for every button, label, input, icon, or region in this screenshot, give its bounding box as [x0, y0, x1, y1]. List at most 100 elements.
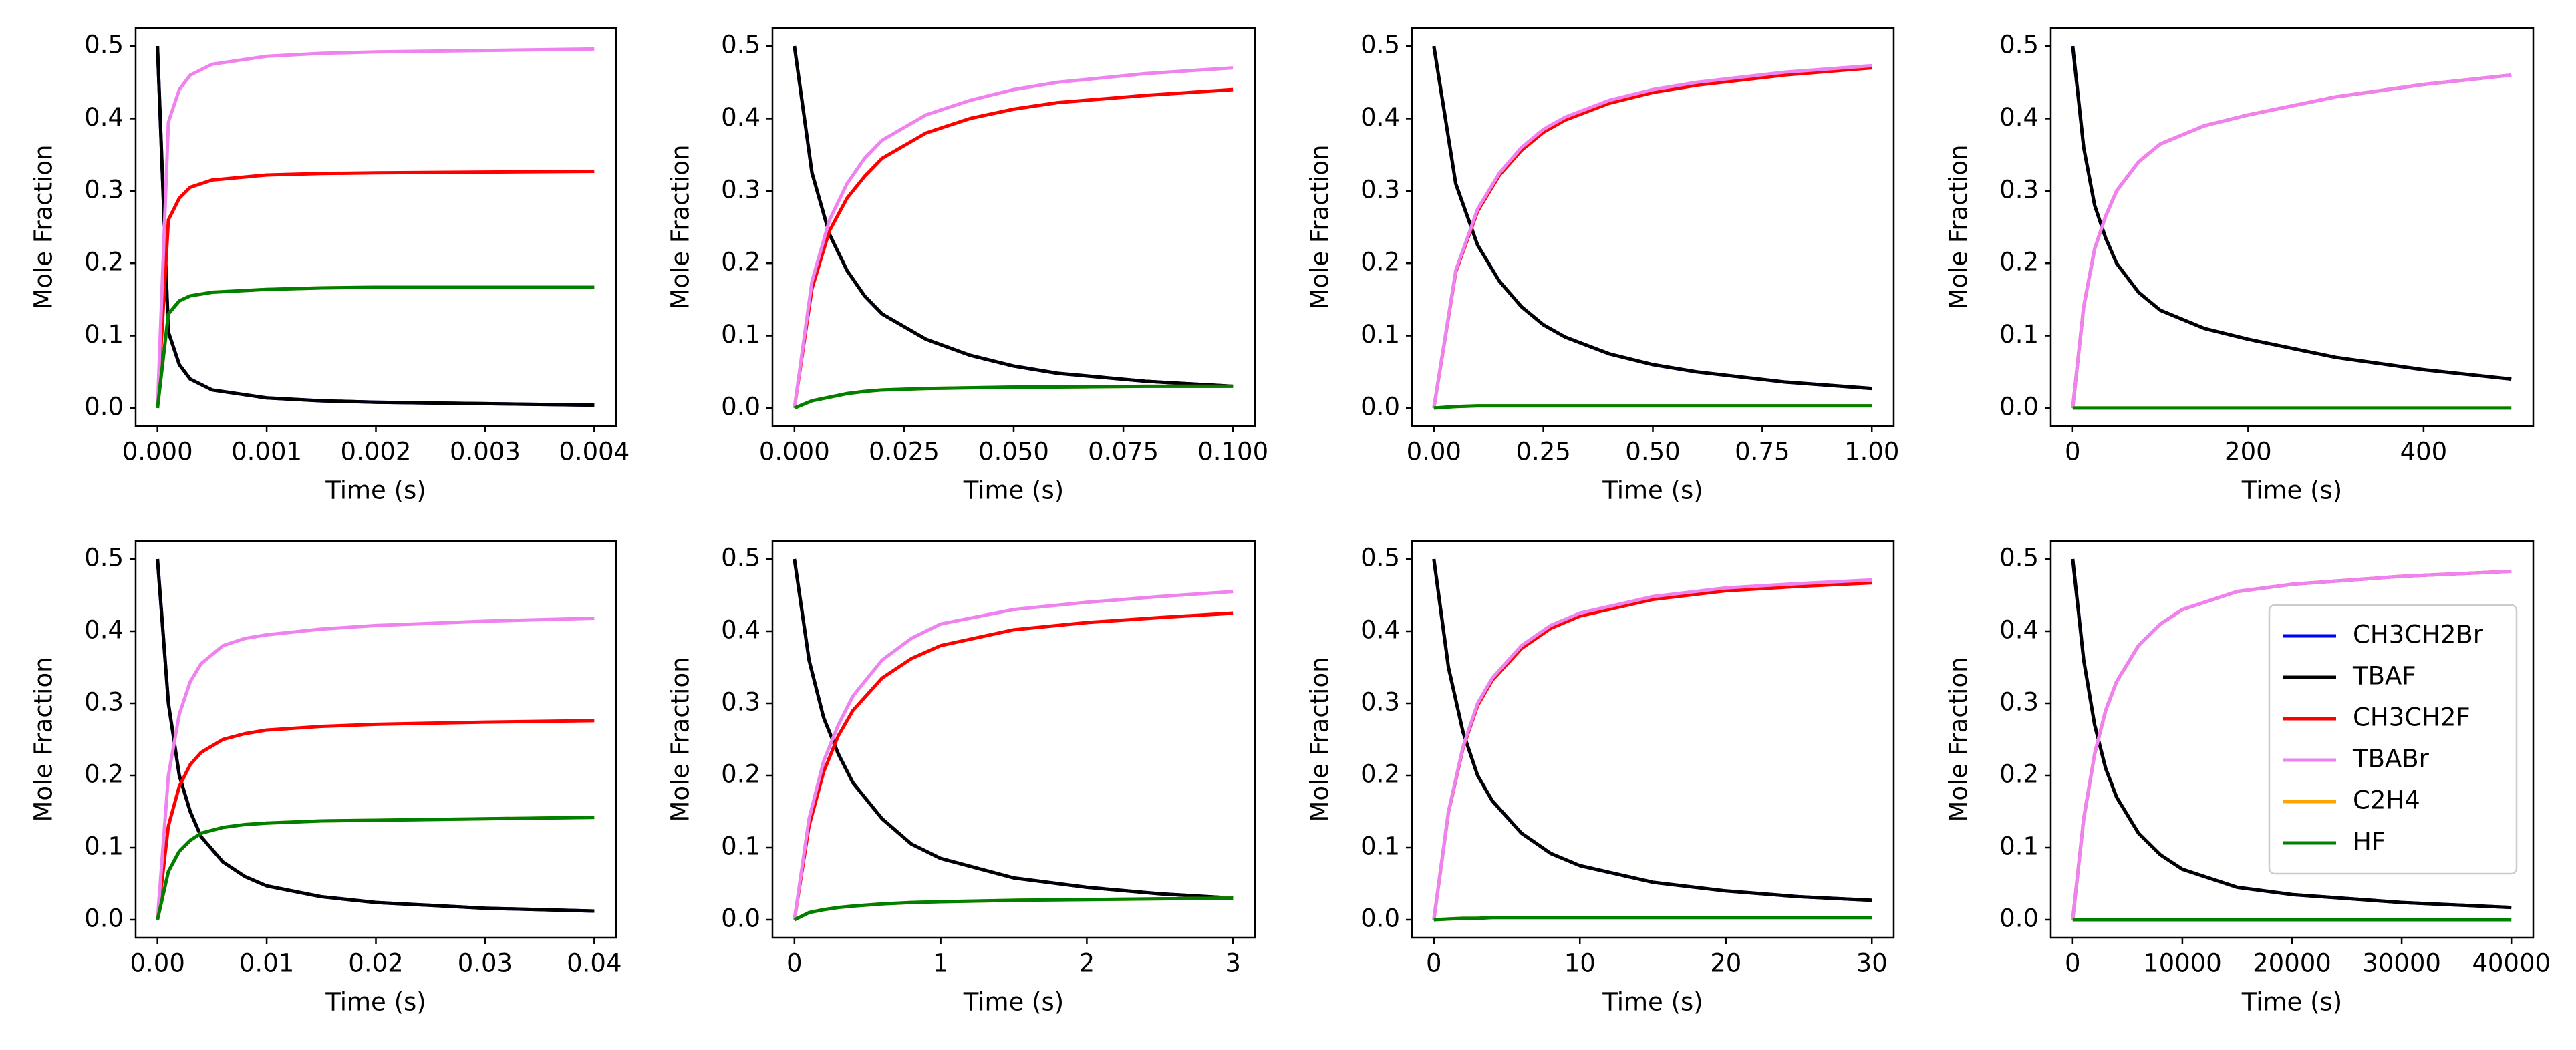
series-line: [1432, 558, 1872, 902]
y-tick-label: 0.1: [1999, 832, 2039, 861]
y-tick-label: 0.5: [1361, 31, 1400, 59]
y-tick-label: 0.5: [84, 31, 124, 59]
y-tick-label: 0.2: [1999, 248, 2039, 277]
series-line: [1432, 66, 1872, 409]
x-axis-label: Time (s): [1602, 476, 1703, 505]
y-tick-label: 0.0: [721, 904, 760, 933]
y-tick-label: 0.0: [84, 904, 124, 933]
series-line: [156, 558, 595, 913]
series-line: [1433, 916, 1872, 922]
legend-box: [2268, 604, 2518, 875]
y-tick-label: 0.3: [721, 688, 760, 717]
y-axis-label: Mole Fraction: [1306, 657, 1334, 822]
series-line: [156, 45, 595, 407]
y-tick-label: 0.3: [1999, 175, 2039, 204]
axes-frame: [134, 540, 617, 939]
y-tick-label: 0.0: [1999, 904, 2039, 933]
x-axis-label: Time (s): [963, 476, 1064, 505]
series-line: [156, 816, 595, 920]
subplot: 0.0 0.1 0.2 0.3 0.4 0.5 0.00 0.25 0.50 0.75 1.00 Ti…: [1306, 27, 1899, 505]
y-tick-label: 0.4: [721, 616, 760, 645]
x-tick-label: 0: [2065, 949, 2081, 978]
axes-frame: [2049, 27, 2535, 427]
axes-frame: [1411, 540, 1895, 939]
x-axis-label: Time (s): [2241, 476, 2342, 505]
y-tick-label: 0.5: [1361, 544, 1400, 572]
axes-frame: [1411, 27, 1895, 427]
y-tick-label: 0.4: [84, 103, 124, 132]
x-tick-label: 20: [1710, 949, 1741, 978]
legend-label: CH3CH2F: [2353, 703, 2470, 732]
y-tick-label: 0.4: [1999, 616, 2039, 645]
x-tick-label: 1.00: [1844, 437, 1899, 466]
axes-frame: [134, 27, 617, 427]
y-tick-label: 0.3: [1361, 175, 1400, 204]
series-line: [793, 384, 1234, 410]
y-tick-label: 0.2: [84, 760, 124, 789]
y-axis-label: Mole Fraction: [1945, 657, 1973, 822]
x-tick-label: 0.04: [567, 949, 621, 978]
y-tick-label: 0.1: [84, 320, 124, 349]
x-tick-label: 0.003: [450, 437, 521, 466]
series-line: [156, 816, 595, 920]
series-line: [793, 611, 1234, 920]
series-line: [793, 66, 1234, 409]
y-tick-label: 0.2: [1361, 760, 1400, 789]
y-tick-label: 0.0: [1999, 392, 2039, 421]
series-line: [1432, 63, 1872, 409]
y-axis-label: Mole Fraction: [1306, 144, 1334, 309]
x-tick-label: 2: [1079, 949, 1095, 978]
x-tick-label: 0.75: [1735, 437, 1790, 466]
y-tick-label: 0.1: [1361, 320, 1400, 349]
x-tick-label: 0: [1426, 949, 1442, 978]
axes-frame: [2049, 540, 2535, 939]
y-tick-label: 0.5: [1999, 31, 2039, 59]
x-tick-label: 0.25: [1516, 437, 1570, 466]
subplot: 0.0 0.1 0.2 0.3 0.4 0.5 0 1 2 3 Time (s) Mole Fract…: [666, 540, 1256, 1017]
y-tick-label: 0.3: [84, 688, 124, 717]
y-tick-label: 0.1: [1999, 320, 2039, 349]
series-line: [1432, 578, 1872, 920]
series-line: [1432, 558, 1872, 902]
y-tick-label: 0.0: [1361, 392, 1400, 421]
subplot: 0.0 0.1 0.2 0.3 0.4 0.5 0.000 0.001 0.002 0.003 0.…: [29, 27, 629, 505]
series-line: [1432, 45, 1872, 391]
series-line: [156, 170, 595, 409]
series-line: [2071, 558, 2512, 910]
x-axis-label: Time (s): [325, 476, 426, 505]
y-tick-label: 0.3: [1361, 688, 1400, 717]
series-line: [156, 617, 595, 920]
x-axis-label: Time (s): [1602, 988, 1703, 1017]
x-tick-label: 200: [2225, 437, 2272, 466]
subplot: 0.0 0.1 0.2 0.3 0.4 0.5 0 10 20 30 Time (s) Mole Fr…: [1306, 540, 1895, 1017]
legend-label: TBAF: [2352, 662, 2416, 691]
series-line: [793, 88, 1234, 409]
x-tick-label: 0.03: [458, 949, 513, 978]
y-tick-label: 0.4: [1361, 616, 1400, 645]
legend-label: C2H4: [2353, 786, 2420, 815]
series-line: [1432, 581, 1872, 920]
y-tick-label: 0.3: [721, 175, 760, 204]
series-line: [1432, 45, 1872, 391]
y-tick-label: 0.1: [721, 832, 760, 861]
series-line: [793, 45, 1234, 388]
y-tick-label: 0.4: [1361, 103, 1400, 132]
series-line: [2071, 569, 2512, 920]
subplot: 0.0 0.1 0.2 0.3 0.4 0.5 0.000 0.025 0.050 0.075 0.…: [666, 27, 1268, 505]
y-tick-label: 0.5: [721, 31, 760, 59]
x-tick-label: 30: [1856, 949, 1888, 978]
x-tick-label: 1: [933, 949, 949, 978]
y-tick-label: 0.5: [84, 544, 124, 572]
y-tick-label: 0.0: [721, 392, 760, 421]
series-line: [1433, 404, 1872, 410]
x-tick-label: 0: [786, 949, 803, 978]
y-tick-label: 0.1: [84, 832, 124, 861]
x-tick-label: 0.00: [1407, 437, 1461, 466]
y-tick-label: 0.4: [84, 616, 124, 645]
legend-label: HF: [2353, 828, 2386, 856]
y-tick-label: 0.1: [1361, 832, 1400, 861]
series-line: [793, 45, 1234, 388]
y-tick-label: 0.2: [84, 248, 124, 277]
y-tick-label: 0.5: [1999, 544, 2039, 572]
